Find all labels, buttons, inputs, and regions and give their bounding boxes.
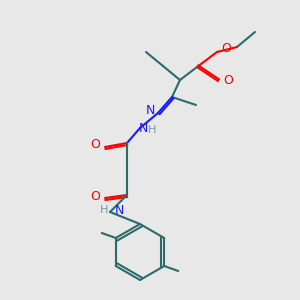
Text: H: H bbox=[148, 125, 156, 135]
Text: N: N bbox=[115, 203, 124, 217]
Text: N: N bbox=[146, 103, 155, 116]
Text: O: O bbox=[90, 139, 100, 152]
Text: H: H bbox=[100, 205, 108, 215]
Text: N: N bbox=[138, 122, 148, 134]
Text: O: O bbox=[90, 190, 100, 202]
Text: O: O bbox=[223, 74, 233, 88]
Text: O: O bbox=[221, 41, 231, 55]
